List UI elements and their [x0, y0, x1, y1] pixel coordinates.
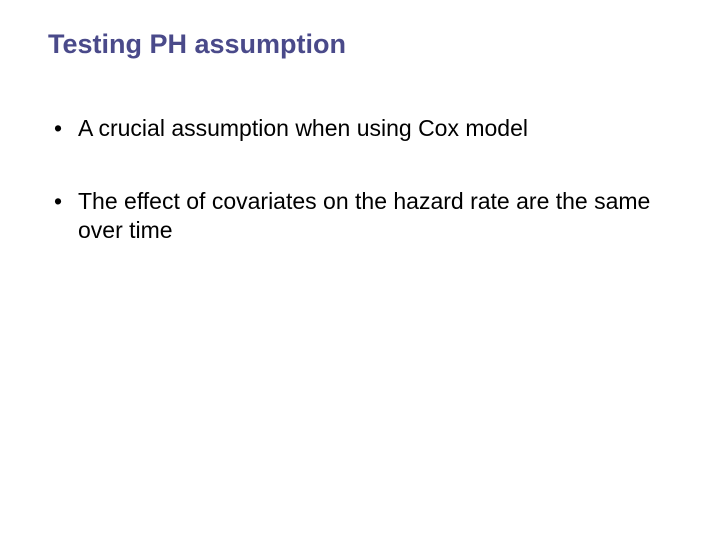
bullet-item: A crucial assumption when using Cox mode… — [48, 114, 672, 143]
slide: Testing PH assumption A crucial assumpti… — [0, 0, 720, 540]
bullet-list: A crucial assumption when using Cox mode… — [48, 114, 672, 244]
bullet-text: The effect of covariates on the hazard r… — [78, 188, 650, 243]
bullet-item: The effect of covariates on the hazard r… — [48, 187, 672, 245]
bullet-text: A crucial assumption when using Cox mode… — [78, 115, 528, 141]
slide-title: Testing PH assumption — [48, 28, 672, 60]
